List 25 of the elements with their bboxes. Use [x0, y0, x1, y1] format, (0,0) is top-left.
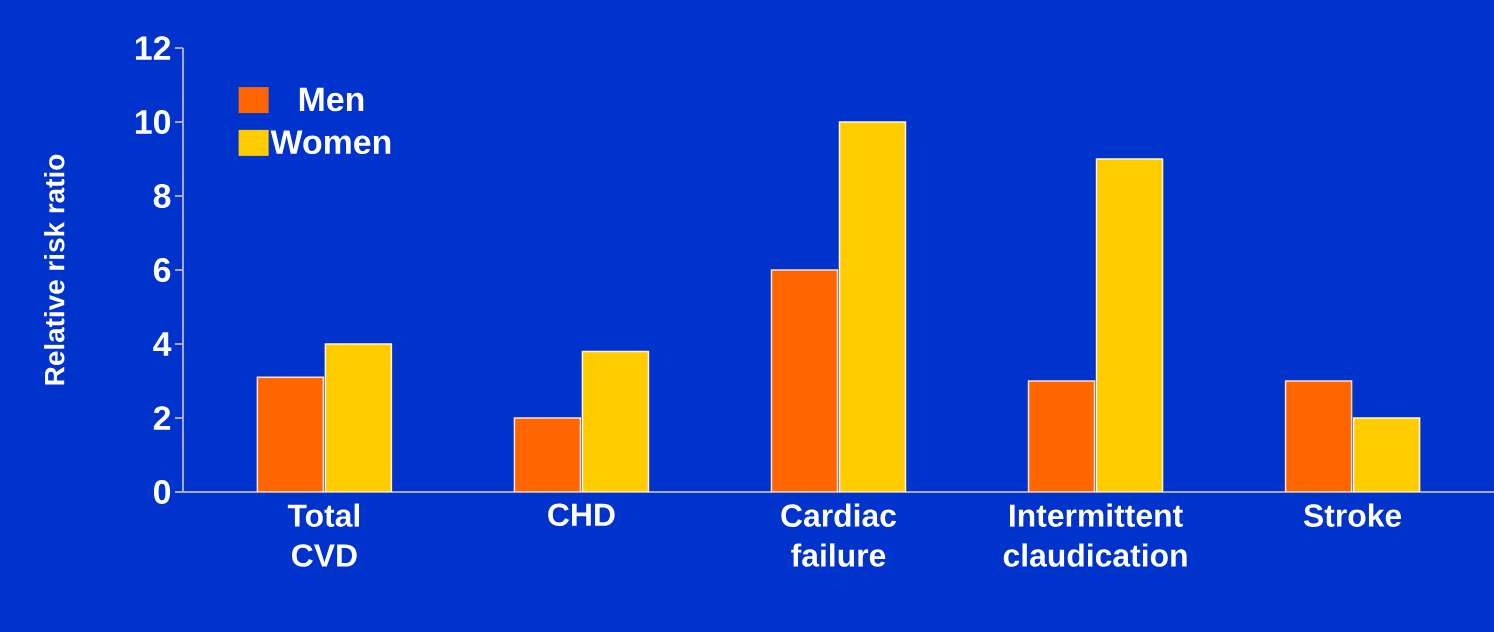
- bar: [581, 350, 650, 492]
- bar: [513, 417, 582, 492]
- x-tick-label: Total CVD: [287, 503, 360, 567]
- legend-label: Women: [270, 130, 391, 155]
- y-tick-label: 6: [153, 258, 171, 282]
- y-tick-label: 2: [153, 406, 171, 430]
- x-tick-label: Intermittent claudication: [1003, 503, 1187, 567]
- legend-label: Men: [299, 87, 364, 112]
- x-tick-label: Stroke: [1303, 503, 1402, 527]
- bar: [1284, 380, 1353, 492]
- x-tick-label: Cardiac failure: [781, 503, 897, 567]
- x-tick-label: CHD: [548, 503, 615, 527]
- bar: [324, 343, 393, 492]
- y-tick-label: 10: [135, 110, 171, 134]
- y-tick-label: 4: [153, 332, 172, 356]
- bar: [256, 376, 325, 492]
- bar: [838, 121, 907, 492]
- bar: [770, 269, 839, 492]
- bar: [1027, 380, 1096, 492]
- y-tick-label: 12: [135, 36, 171, 60]
- bar: [1095, 158, 1164, 492]
- y-axis-title: Relative risk ratio: [44, 154, 65, 385]
- bar: [1352, 417, 1421, 492]
- y-tick-label: 8: [153, 184, 171, 208]
- y-tick-label: 0: [153, 480, 171, 504]
